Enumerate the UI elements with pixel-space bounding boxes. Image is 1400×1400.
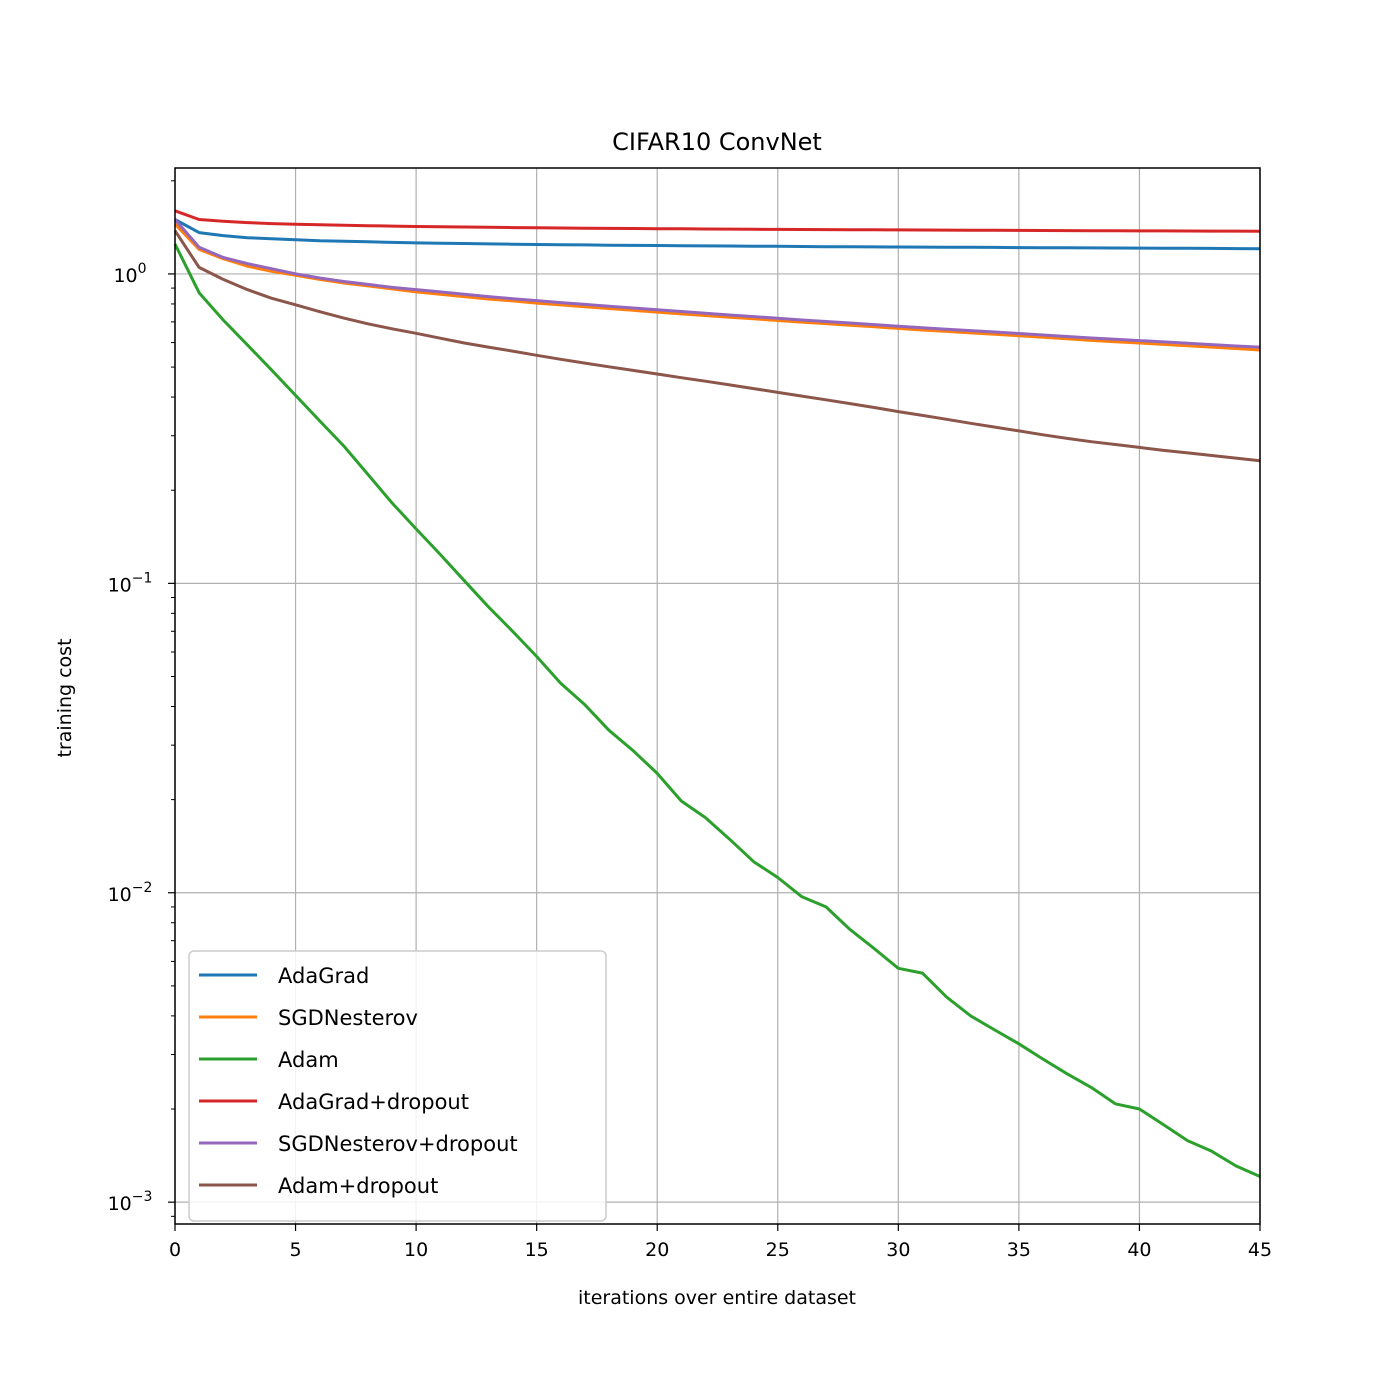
series-line-adam	[173, 243, 1261, 1178]
x-tick-label: 10	[404, 1239, 428, 1261]
x-tick-label: 0	[169, 1239, 181, 1261]
x-axis: 0 5 10 15 20 25 30 35 40 45	[169, 1224, 1272, 1261]
series-lines	[173, 209, 1261, 1178]
x-tick-label: 25	[766, 1239, 790, 1261]
y-tick-label: 10−3	[108, 1189, 153, 1215]
x-tick-label: 40	[1127, 1239, 1151, 1261]
legend-box	[188, 950, 607, 1222]
x-tick-label: 15	[525, 1239, 549, 1261]
y-axis: 100 10−1 10−2 10−3	[108, 180, 175, 1217]
y-tick-label: 10−2	[108, 880, 153, 906]
y-tick-label: 100	[113, 261, 146, 287]
x-tick-label: 20	[645, 1239, 669, 1261]
legend-label: Adam	[278, 1048, 339, 1072]
legend-label: AdaGrad	[278, 964, 369, 988]
legend-label: Adam+dropout	[278, 1174, 438, 1198]
series-line-adam-dropout	[173, 229, 1261, 463]
series-line-adagrad-dropout	[174, 209, 1261, 233]
y-axis-label: training cost	[54, 638, 76, 757]
legend-label: AdaGrad+dropout	[278, 1090, 469, 1114]
plot-frame	[174, 167, 1261, 1225]
x-axis-label: iterations over entire dataset	[578, 1287, 856, 1309]
chart-title: CIFAR10 ConvNet	[612, 128, 822, 156]
x-tick-label: 5	[290, 1239, 302, 1261]
x-tick-label: 30	[886, 1239, 910, 1261]
y-tick-label: 10−1	[108, 570, 153, 596]
legend-label: SGDNesterov+dropout	[278, 1132, 518, 1156]
x-tick-label: 35	[1007, 1239, 1031, 1261]
x-tick-label: 45	[1248, 1239, 1272, 1261]
legend-label: SGDNesterov	[278, 1006, 418, 1030]
legend: AdaGrad SGDNesterov Adam AdaGrad+dropout SGD…	[188, 950, 607, 1222]
series-line-sgdnesterov-dropout	[173, 218, 1261, 349]
series-line-adagrad	[174, 218, 1261, 251]
